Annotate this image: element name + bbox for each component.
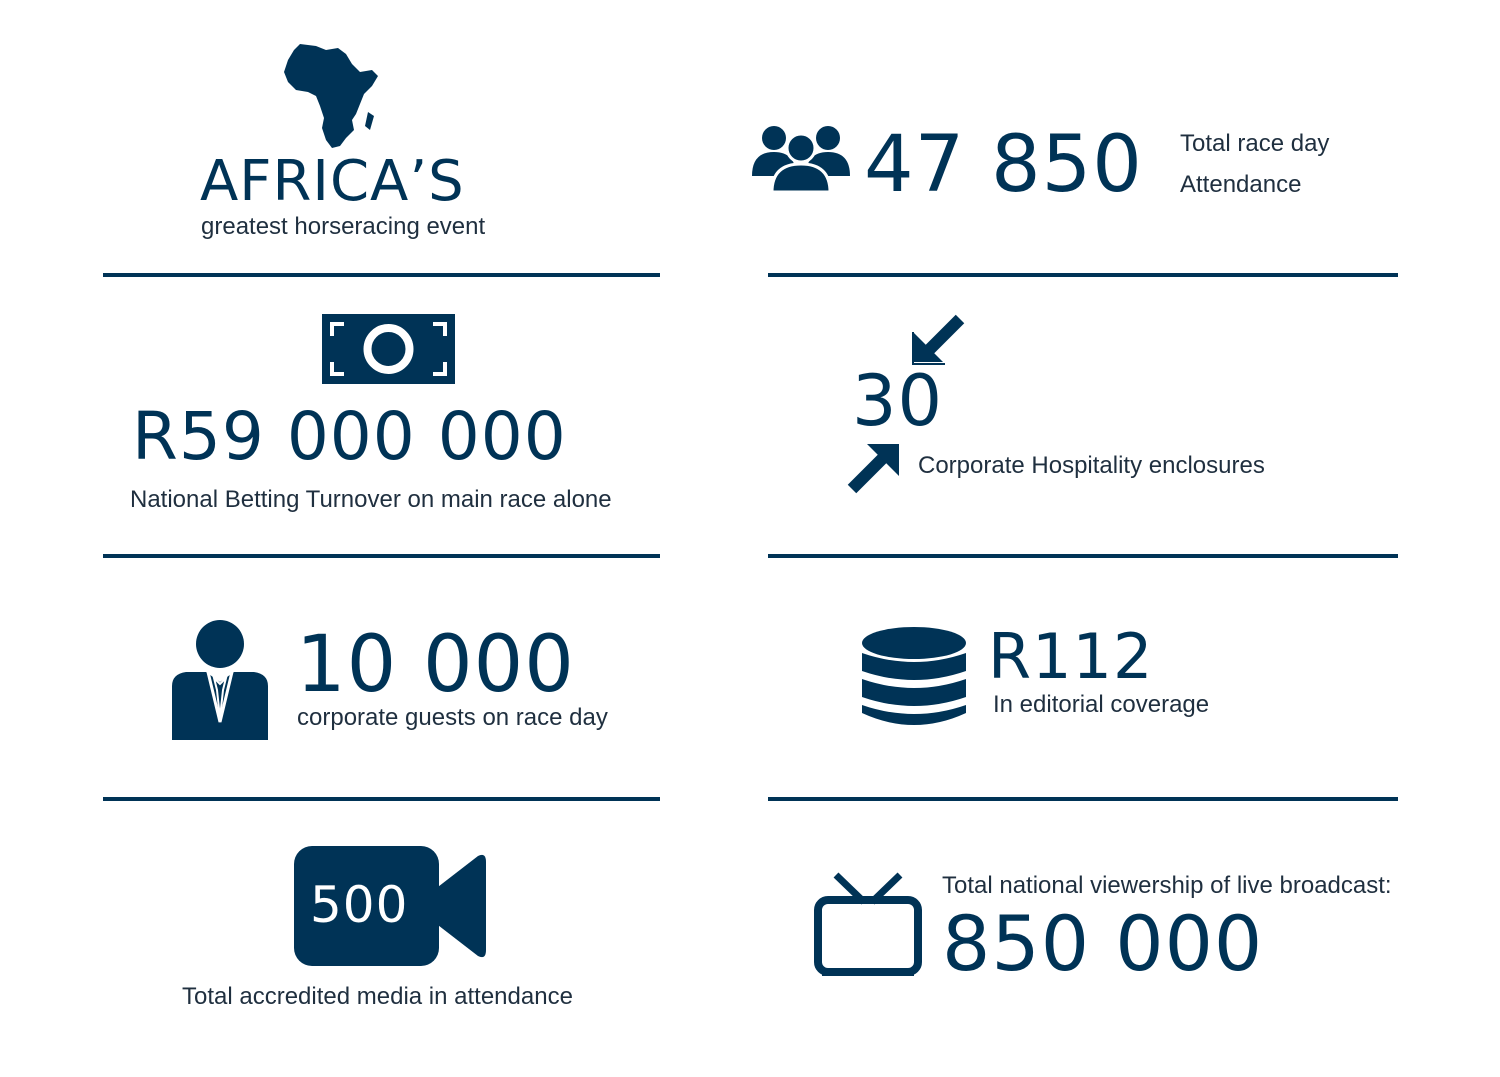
video-camera-icon [294, 846, 486, 966]
headline-subtitle: greatest horseracing event [201, 213, 486, 240]
editorial-label: In editorial coverage [993, 691, 1210, 718]
betting-label: National Betting Turnover on main race a… [130, 486, 612, 513]
editorial-value: R112 [988, 620, 1154, 693]
divider-left-1 [103, 273, 660, 277]
businessman-icon [172, 620, 268, 740]
broadcast-value: 850 000 [942, 899, 1264, 988]
africa-map-icon [284, 44, 378, 148]
betting-value: R59 000 000 [132, 398, 567, 475]
media-label: Total accredited media in attendance [182, 983, 573, 1010]
guests-value: 10 000 [296, 620, 575, 710]
divider-right-2 [768, 554, 1398, 558]
attendance-label-line2: Attendance [1180, 171, 1302, 198]
coin-stack-icon [862, 627, 966, 725]
divider-left-3 [103, 797, 660, 801]
hospitality-label: Corporate Hospitality enclosures [918, 452, 1265, 479]
divider-right-3 [768, 797, 1398, 801]
divider-right-1 [768, 273, 1398, 277]
guests-label: corporate guests on race day [297, 704, 608, 731]
divider-left-2 [103, 554, 660, 558]
attendance-label-line1: Total race day [1180, 130, 1330, 157]
broadcast-label: Total national viewership of live broadc… [942, 872, 1392, 899]
media-value: 500 [310, 876, 409, 934]
attendance-value: 47 850 [864, 120, 1143, 210]
television-icon [814, 872, 922, 976]
headline-title: AFRICA’S [200, 149, 465, 214]
people-group-icon [752, 126, 850, 192]
banknote-icon [322, 314, 455, 384]
collapse-arrows-icon [847, 314, 965, 494]
hospitality-value: 30 [852, 360, 944, 442]
